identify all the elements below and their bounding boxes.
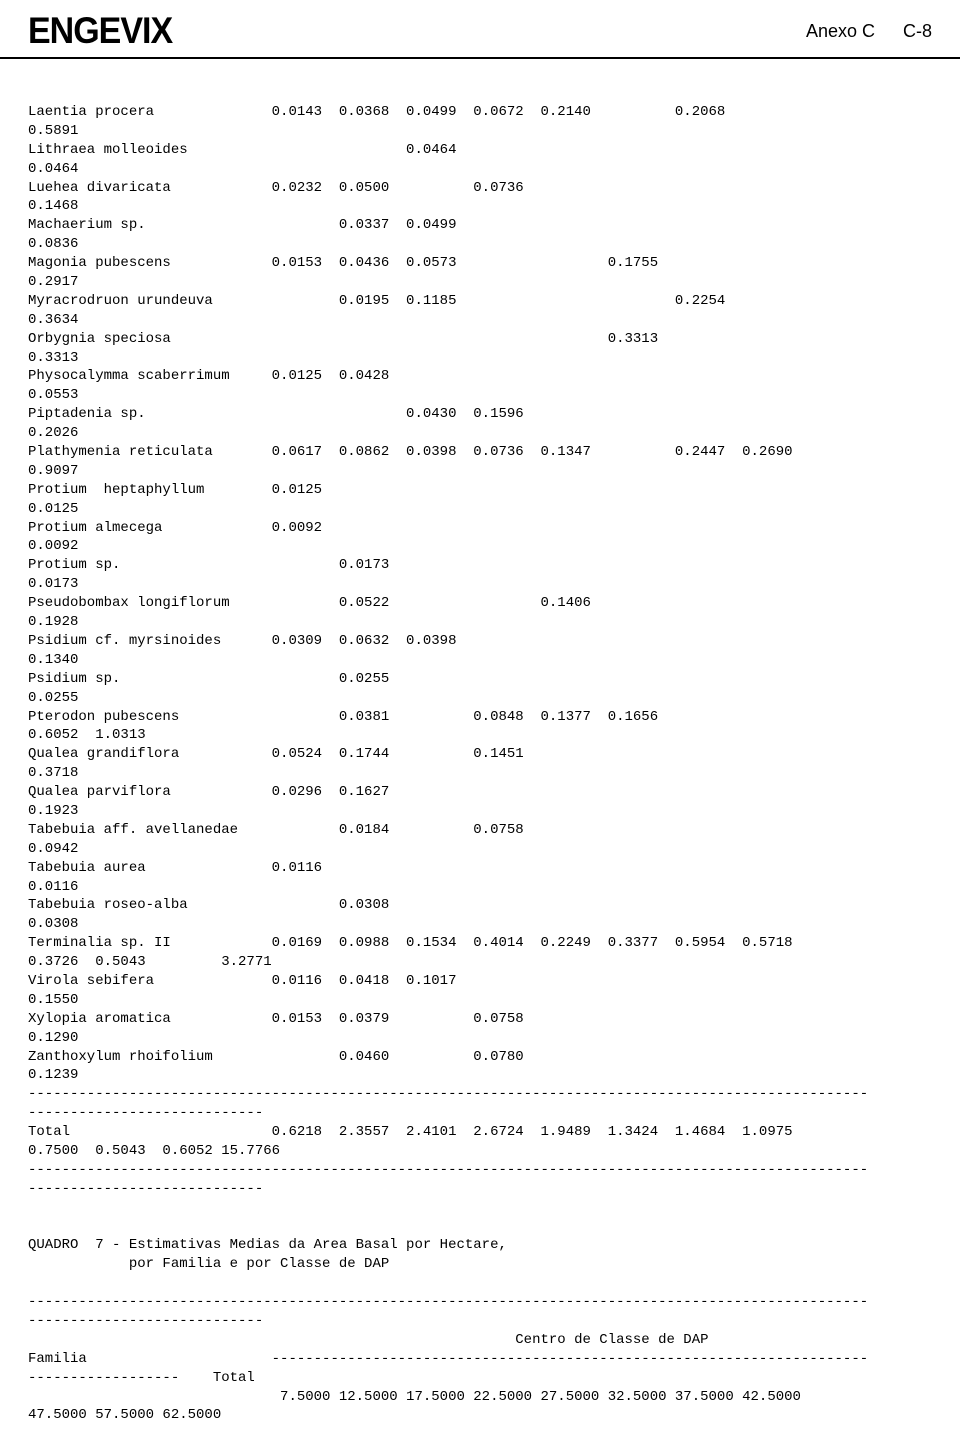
document-body: Laentia procera 0.0143 0.0368 0.0499 0.0…	[0, 59, 960, 1445]
logo-text: ENGEVIX	[28, 10, 172, 53]
anexo-label: Anexo C	[806, 21, 875, 42]
page-header: ENGEVIX Anexo C C-8	[0, 0, 960, 59]
header-right-group: Anexo C C-8	[806, 21, 932, 42]
page-number: C-8	[903, 21, 932, 42]
